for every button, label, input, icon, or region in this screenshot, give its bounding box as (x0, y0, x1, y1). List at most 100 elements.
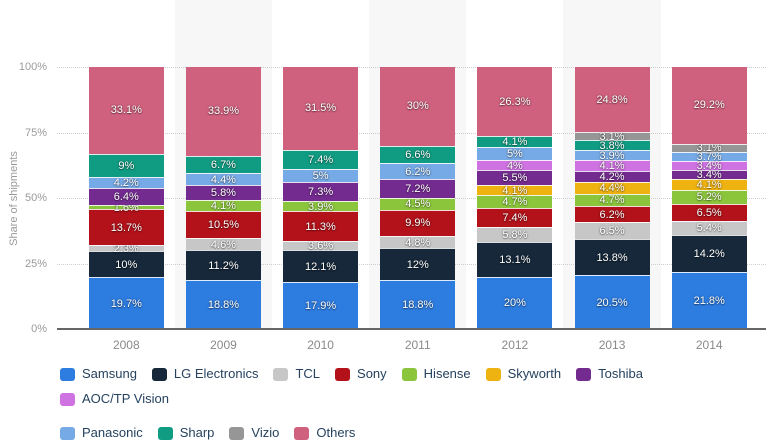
segment-vizio-2013[interactable]: 3.1% (574, 131, 650, 143)
segment-tcl-2013[interactable]: 6.5% (574, 222, 650, 240)
y-tick-label-100: 100% (18, 61, 47, 73)
segment-hisense-2012[interactable]: 4.7% (477, 195, 553, 208)
segment-lg-electronics-2008[interactable]: 10% (88, 251, 164, 278)
segment-lg-electronics-2009[interactable]: 11.2% (185, 250, 261, 280)
segment-sony-2010[interactable]: 11.3% (283, 211, 359, 241)
segment-sony-2012[interactable]: 7.4% (477, 207, 553, 228)
segment-others-2014[interactable]: 29.2% (671, 67, 747, 144)
segment-toshiba-2010[interactable]: 7.3% (283, 182, 359, 202)
segment-others-2012[interactable]: 26.3% (477, 67, 553, 136)
segment-samsung-2013[interactable]: 20.5% (574, 275, 650, 329)
segment-sony-2009[interactable]: 10.5% (185, 210, 261, 239)
segment-skyworth-2012[interactable]: 4.1% (477, 185, 553, 197)
segment-value-label: 5.5% (502, 171, 528, 184)
segment-skyworth-2014[interactable]: 4.1% (671, 179, 747, 191)
legend-item-vizio[interactable]: Vizio (229, 425, 279, 441)
x-tick-label-2012: 2012 (501, 338, 529, 352)
segment-lg-electronics-2014[interactable]: 14.2% (671, 234, 747, 272)
segment-samsung-2010[interactable]: 17.9% (283, 282, 359, 329)
segment-value-label: 6.5% (696, 206, 722, 219)
segment-hisense-2013[interactable]: 4.7% (574, 193, 650, 206)
segment-sharp-2010[interactable]: 7.4% (283, 149, 359, 169)
segment-panasonic-2014[interactable]: 3.7% (671, 151, 747, 163)
segment-tcl-2010[interactable]: 3.6% (283, 240, 359, 252)
segment-sharp-2009[interactable]: 6.7% (185, 155, 261, 174)
segment-samsung-2012[interactable]: 20% (477, 276, 553, 329)
segment-toshiba-2013[interactable]: 4.2% (574, 171, 650, 183)
segment-sharp-2012[interactable]: 4.1% (477, 136, 553, 148)
segment-value-label: 20% (503, 297, 526, 310)
segment-value-label: 4.1% (696, 179, 722, 192)
segment-lg-electronics-2012[interactable]: 13.1% (477, 242, 553, 277)
segment-tcl-2014[interactable]: 5.4% (671, 220, 747, 235)
segment-sony-2011[interactable]: 9.9% (380, 209, 456, 236)
legend-item-aoc-tp-vision[interactable]: AOC/TP Vision (60, 391, 169, 407)
legend-item-samsung[interactable]: Samsung (60, 366, 137, 382)
segment-sharp-2008[interactable]: 9% (88, 153, 164, 178)
segment-value-label: 6.5% (599, 225, 625, 238)
segment-value-label: 33.9% (207, 105, 240, 118)
segment-tcl-2009[interactable]: 4.6% (185, 238, 261, 251)
segment-samsung-2008[interactable]: 19.7% (88, 277, 164, 329)
legend-item-sharp[interactable]: Sharp (157, 425, 214, 441)
segment-others-2009[interactable]: 33.9% (185, 67, 261, 156)
legend-item-skyworth[interactable]: Skyworth (485, 366, 561, 382)
segment-sharp-2013[interactable]: 3.8% (574, 140, 650, 152)
segment-value-label: 3.9% (308, 200, 334, 213)
legend-item-panasonic[interactable]: Panasonic (60, 425, 143, 441)
segment-hisense-2009[interactable]: 4.1% (185, 200, 261, 212)
segment-value-label: 4.4% (210, 173, 236, 186)
segment-panasonic-2012[interactable]: 5% (477, 146, 553, 160)
legend-item-sony[interactable]: Sony (335, 366, 387, 382)
segment-others-2008[interactable]: 33.1% (88, 67, 164, 154)
segment-toshiba-2008[interactable]: 6.4% (88, 188, 164, 206)
x-axis-line (57, 328, 766, 330)
segment-hisense-2010[interactable]: 3.9% (283, 201, 359, 213)
legend-item-hisense[interactable]: Hisense (401, 366, 471, 382)
segment-toshiba-2009[interactable]: 5.8% (185, 184, 261, 201)
legend-item-lg-electronics[interactable]: LG Electronics (151, 366, 258, 382)
segment-toshiba-2012[interactable]: 5.5% (477, 170, 553, 185)
legend-item-others[interactable]: Others (294, 425, 355, 441)
segment-value-label: 4.1% (599, 160, 625, 173)
segment-toshiba-2014[interactable]: 3.4% (671, 169, 747, 181)
segment-panasonic-2013[interactable]: 3.9% (574, 150, 650, 162)
segment-skyworth-2013[interactable]: 4.4% (574, 182, 650, 194)
segment-vizio-2014[interactable]: 3.1% (671, 142, 747, 154)
segment-panasonic-2009[interactable]: 4.4% (185, 173, 261, 186)
segment-others-2013[interactable]: 24.8% (574, 67, 650, 133)
segment-sony-2014[interactable]: 6.5% (671, 203, 747, 221)
segment-aoc-tp-vision-2012[interactable]: 4% (477, 160, 553, 172)
legend-item-tcl[interactable]: TCL (273, 366, 320, 382)
segment-panasonic-2011[interactable]: 6.2% (380, 162, 456, 180)
segment-sony-2013[interactable]: 6.2% (574, 205, 650, 223)
segment-value-label: 4.1% (502, 135, 528, 148)
segment-hisense-2008[interactable]: 1.6% (88, 202, 164, 214)
segment-others-2010[interactable]: 31.5% (283, 67, 359, 150)
segment-lg-electronics-2011[interactable]: 12% (380, 248, 456, 280)
segment-value-label: 29.2% (693, 99, 725, 112)
segment-sony-2008[interactable]: 13.7% (88, 209, 164, 246)
segment-aoc-tp-vision-2014[interactable]: 3.4% (671, 160, 747, 172)
x-tick-label-2010: 2010 (307, 338, 334, 352)
segment-samsung-2011[interactable]: 18.8% (380, 279, 456, 329)
segment-hisense-2011[interactable]: 4.5% (380, 198, 456, 210)
segment-hisense-2014[interactable]: 5.2% (671, 189, 747, 204)
segment-value-label: 12.1% (304, 260, 337, 273)
segment-samsung-2009[interactable]: 18.8% (185, 279, 261, 329)
segment-lg-electronics-2010[interactable]: 12.1% (283, 250, 359, 283)
legend-item-toshiba[interactable]: Toshiba (576, 366, 643, 382)
segment-sharp-2011[interactable]: 6.6% (380, 145, 456, 163)
segment-others-2011[interactable]: 30% (380, 67, 456, 146)
segment-tcl-2008[interactable]: 2.3% (88, 243, 164, 255)
segment-tcl-2011[interactable]: 4.8% (380, 235, 456, 249)
segment-toshiba-2011[interactable]: 7.2% (380, 179, 456, 199)
segment-aoc-tp-vision-2013[interactable]: 4.1% (574, 160, 650, 172)
segment-samsung-2014[interactable]: 21.8% (671, 271, 747, 329)
segment-lg-electronics-2013[interactable]: 13.8% (574, 239, 650, 276)
segment-panasonic-2008[interactable]: 4.2% (88, 177, 164, 189)
segment-value-label: 5% (506, 147, 523, 160)
segment-tcl-2012[interactable]: 5.8% (477, 227, 553, 243)
segment-panasonic-2010[interactable]: 5% (283, 168, 359, 183)
others-swatch-icon (294, 426, 310, 440)
